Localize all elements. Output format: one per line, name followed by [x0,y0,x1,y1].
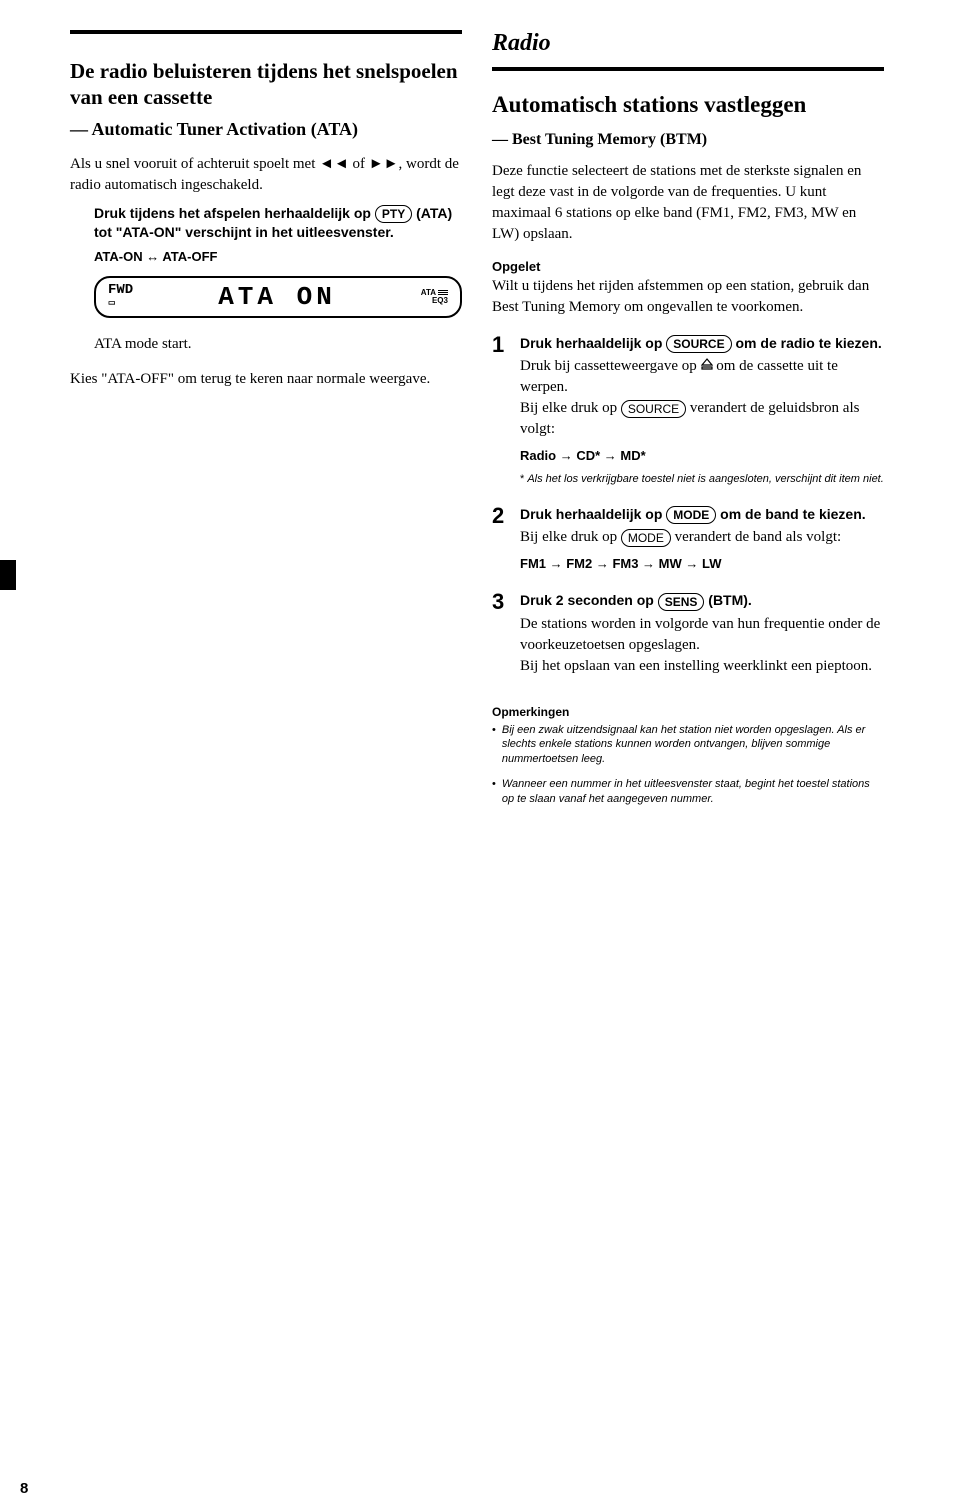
step1-text2: Bij elke druk op SOURCE verandert de gel… [520,398,884,440]
page-tab-marker [0,560,16,590]
warn-title: Opgelet [492,259,884,274]
s1-note-text: Als het los verkrijgbare toestel niet is… [527,473,883,485]
page-number: 8 [20,1480,28,1497]
display-right: ATA EQ3 [421,289,448,305]
s1t3: Bij elke druk op [520,400,621,416]
instruction: Druk tijdens het afspelen herhaaldelijk … [94,204,462,243]
s2t2: verandert de band als volgt: [671,529,841,545]
warn-text: Wilt u tijdens het rijden afstemmen op e… [492,276,884,318]
s3h2: (BTM). [704,592,751,608]
step2-seq: FM1 → FM2 → FM3 → MW → LW [520,556,884,571]
note-item: Wanneer een nummer in het uitleesvenster… [492,777,884,807]
step3-head: Druk 2 seconden op SENS (BTM). [520,591,884,610]
step-1: 1 Druk herhaaldelijk op SOURCE om de rad… [492,334,884,485]
step-num-2: 2 [492,505,510,571]
right-column: Radio Automatisch stations vastleggen — … [492,30,884,817]
mode-button-2: MODE [621,529,671,547]
right-intro: Deze functie selecteert de stations met … [492,161,884,245]
instruction-block: Druk tijdens het afspelen herhaaldelijk … [94,204,462,355]
steps: 1 Druk herhaaldelijk op SOURCE om de rad… [492,334,884,677]
step-body-3: Druk 2 seconden op SENS (BTM). De statio… [520,591,884,676]
step1-text1: Druk bij cassetteweergave op om de casse… [520,356,884,398]
s2h1: Druk herhaaldelijk op [520,506,666,522]
s1h2: om de radio te kiezen. [732,335,882,351]
step2-text: Bij elke druk op MODE verandert de band … [520,527,884,548]
s1t1: Druk bij cassetteweergave op [520,358,701,374]
step3-text1: De stations worden in volgorde van hun f… [520,614,884,656]
s2h2: om de band te kiezen. [716,506,865,522]
step2-head: Druk herhaaldelijk op MODE om de band te… [520,505,884,524]
step1-seq: Radio → CD* → MD* [520,448,884,463]
notes-list: Bij een zwak uitzendsignaal kan het stat… [492,723,884,807]
source-button: SOURCE [666,335,731,353]
left-title: De radio beluisteren tijdens het snelspo… [70,58,462,111]
eject-icon [701,356,713,377]
divider-right [492,67,884,71]
source-button-2: SOURCE [621,400,686,418]
left-intro: Als u snel vooruit of achteruit spoelt m… [70,154,462,196]
left-column: De radio beluisteren tijdens het snelspo… [70,30,462,817]
page-content: De radio beluisteren tijdens het snelspo… [0,30,954,817]
mode-button: MODE [666,506,716,524]
note-1: Bij een zwak uitzendsignaal kan het stat… [502,723,884,768]
cassette-icon: ▭ [108,299,116,308]
fwd-label: FWD [108,282,133,298]
step3-text2: Bij het opslaan van een instelling weerk… [520,656,884,677]
lcd-display: FWD ▭ ATA ON ATA EQ3 [94,276,462,318]
instr-part1: Druk tijdens het afspelen herhaaldelijk … [94,205,375,221]
s1-asterisk: * [520,473,524,485]
step-2: 2 Druk herhaaldelijk op MODE om de band … [492,505,884,571]
display-left: FWD ▭ [108,285,133,309]
step-body-1: Druk herhaaldelijk op SOURCE om de radio… [520,334,884,485]
notes-title: Opmerkingen [492,705,884,719]
toggle-line: ATA-ON ↔ ATA-OFF [94,249,462,264]
radio-heading: Radio [492,30,884,57]
right-subtitle: — Best Tuning Memory (BTM) [492,131,884,149]
s3h1: Druk 2 seconden op [520,592,658,608]
s1h1: Druk herhaaldelijk op [520,335,666,351]
body2: Kies "ATA-OFF" om terug te keren naar no… [70,369,462,390]
eq-icon [438,290,448,295]
step-body-2: Druk herhaaldelijk op MODE om de band te… [520,505,884,571]
step-num-1: 1 [492,334,510,485]
body1: ATA mode start. [94,334,462,355]
divider [70,30,462,34]
note-item: Bij een zwak uitzendsignaal kan het stat… [492,723,884,768]
note-2: Wanneer een nummer in het uitleesvenster… [502,777,884,807]
left-subtitle: — Automatic Tuner Activation (ATA) [70,119,462,140]
display-main: ATA ON [218,282,336,312]
step-3: 3 Druk 2 seconden op SENS (BTM). De stat… [492,591,884,676]
eq3-indicator: EQ3 [432,296,448,305]
step1-head: Druk herhaaldelijk op SOURCE om de radio… [520,334,884,353]
sens-button: SENS [658,593,705,611]
intro-text: Als u snel vooruit of achteruit spoelt m… [70,156,459,193]
step1-note: * Als het los verkrijgbare toestel niet … [520,473,884,485]
s2t1: Bij elke druk op [520,529,621,545]
right-title: Automatisch stations vastleggen [492,91,884,119]
step-num-3: 3 [492,591,510,676]
pty-button: PTY [375,205,412,223]
